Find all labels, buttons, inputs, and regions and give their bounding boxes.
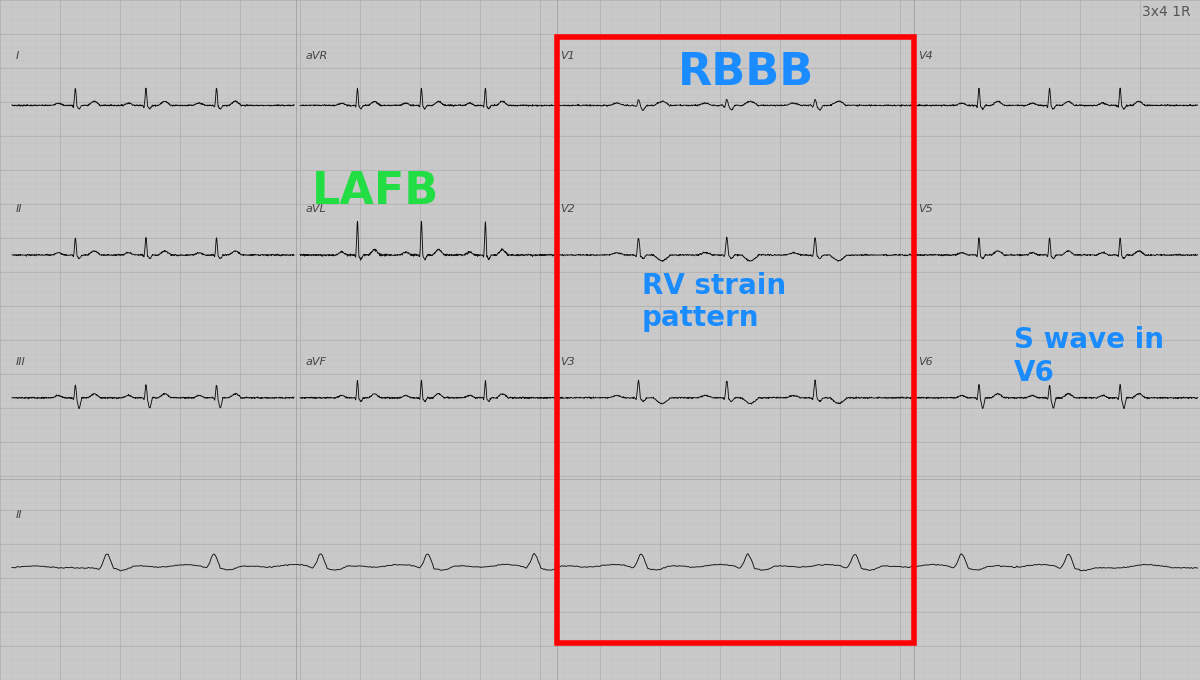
Text: LAFB: LAFB xyxy=(312,170,439,213)
Text: RV strain
pattern: RV strain pattern xyxy=(642,272,786,333)
Text: III: III xyxy=(16,357,25,367)
Text: aVL: aVL xyxy=(306,204,326,214)
Text: V4: V4 xyxy=(918,51,932,61)
Text: 3x4 1R: 3x4 1R xyxy=(1141,5,1190,20)
Bar xyxy=(557,37,914,643)
Text: V2: V2 xyxy=(560,204,575,214)
Text: I: I xyxy=(16,51,19,61)
Text: S wave in
V6: S wave in V6 xyxy=(1014,326,1164,387)
Text: V5: V5 xyxy=(918,204,932,214)
Text: aVF: aVF xyxy=(306,357,326,367)
Text: RBBB: RBBB xyxy=(678,51,815,94)
Text: aVR: aVR xyxy=(306,51,329,61)
Text: II: II xyxy=(16,510,22,520)
Text: V6: V6 xyxy=(918,357,932,367)
Text: II: II xyxy=(16,204,22,214)
Text: V1: V1 xyxy=(560,51,575,61)
Text: V3: V3 xyxy=(560,357,575,367)
